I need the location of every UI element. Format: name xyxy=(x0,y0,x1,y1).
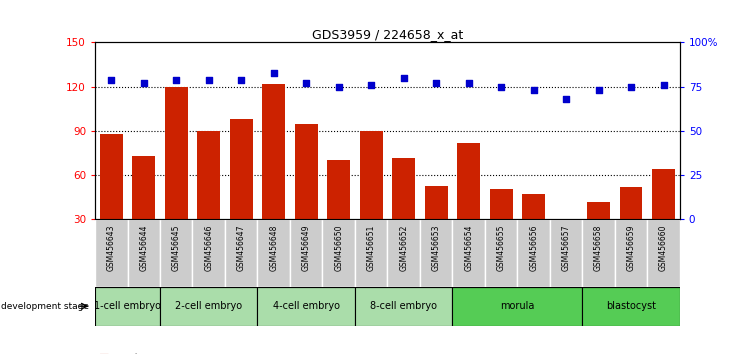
Bar xyxy=(452,287,583,326)
Bar xyxy=(95,219,127,287)
Bar xyxy=(257,219,290,287)
Point xyxy=(560,96,572,102)
Bar xyxy=(550,219,583,287)
Bar xyxy=(452,219,485,287)
Point xyxy=(366,82,377,88)
Text: GSM456645: GSM456645 xyxy=(172,225,181,272)
Text: GSM456649: GSM456649 xyxy=(302,225,311,272)
Bar xyxy=(197,131,220,264)
Text: blastocyst: blastocyst xyxy=(606,301,656,311)
Bar xyxy=(425,185,447,264)
Text: count: count xyxy=(111,353,139,354)
Bar xyxy=(295,124,317,264)
Text: GSM456652: GSM456652 xyxy=(399,225,408,271)
Text: ■: ■ xyxy=(99,353,109,354)
Text: 4-cell embryo: 4-cell embryo xyxy=(273,301,340,311)
Point xyxy=(625,84,637,90)
Bar xyxy=(490,188,512,264)
Bar xyxy=(522,194,545,264)
Bar xyxy=(192,219,225,287)
Text: GSM456647: GSM456647 xyxy=(237,225,246,272)
Bar xyxy=(100,134,123,264)
Bar xyxy=(230,119,253,264)
Bar xyxy=(583,219,615,287)
Bar xyxy=(257,287,355,326)
Bar xyxy=(420,219,452,287)
Bar xyxy=(393,158,415,264)
Bar xyxy=(652,169,675,264)
Bar xyxy=(355,287,452,326)
Text: GSM456659: GSM456659 xyxy=(626,225,635,272)
Point xyxy=(658,82,670,88)
Bar xyxy=(485,219,518,287)
Bar xyxy=(360,131,382,264)
Text: 8-cell embryo: 8-cell embryo xyxy=(370,301,437,311)
Point xyxy=(170,77,182,82)
Bar xyxy=(160,287,257,326)
Point xyxy=(268,70,279,75)
Bar xyxy=(327,160,350,264)
Text: GSM456656: GSM456656 xyxy=(529,225,538,272)
Point xyxy=(235,77,247,82)
Point xyxy=(300,80,312,86)
Point xyxy=(333,84,344,90)
Bar xyxy=(387,219,420,287)
Text: GSM456655: GSM456655 xyxy=(496,225,506,272)
Point xyxy=(203,77,215,82)
Bar xyxy=(225,219,257,287)
Bar xyxy=(322,219,355,287)
Text: 1-cell embryo: 1-cell embryo xyxy=(94,301,161,311)
Point xyxy=(593,87,605,93)
Text: development stage: development stage xyxy=(1,302,88,311)
Bar xyxy=(165,87,188,264)
Text: GSM456648: GSM456648 xyxy=(269,225,279,271)
Point xyxy=(528,87,539,93)
Text: 2-cell embryo: 2-cell embryo xyxy=(175,301,242,311)
Bar xyxy=(262,84,285,264)
Title: GDS3959 / 224658_x_at: GDS3959 / 224658_x_at xyxy=(312,28,463,41)
Text: GSM456653: GSM456653 xyxy=(432,225,441,272)
Point xyxy=(105,77,117,82)
Bar xyxy=(132,156,155,264)
Bar xyxy=(555,224,577,264)
Point xyxy=(138,80,150,86)
Bar xyxy=(648,219,680,287)
Point xyxy=(431,80,442,86)
Text: GSM456646: GSM456646 xyxy=(204,225,213,272)
Bar xyxy=(160,219,192,287)
Point xyxy=(463,80,474,86)
Bar xyxy=(615,219,648,287)
Bar xyxy=(127,219,160,287)
Point xyxy=(496,84,507,90)
Bar xyxy=(355,219,387,287)
Bar xyxy=(587,202,610,264)
Bar xyxy=(620,187,643,264)
Text: GSM456660: GSM456660 xyxy=(659,225,668,272)
Text: GSM456657: GSM456657 xyxy=(561,225,571,272)
Text: GSM456654: GSM456654 xyxy=(464,225,473,272)
Text: GSM456651: GSM456651 xyxy=(367,225,376,271)
Bar xyxy=(95,287,160,326)
Bar xyxy=(518,219,550,287)
Text: GSM456658: GSM456658 xyxy=(594,225,603,271)
Bar xyxy=(458,143,480,264)
Bar xyxy=(290,219,322,287)
Text: GSM456643: GSM456643 xyxy=(107,225,115,272)
Text: GSM456650: GSM456650 xyxy=(334,225,343,272)
Point xyxy=(398,75,409,81)
Bar xyxy=(583,287,680,326)
Text: GSM456644: GSM456644 xyxy=(140,225,148,272)
Text: morula: morula xyxy=(500,301,534,311)
